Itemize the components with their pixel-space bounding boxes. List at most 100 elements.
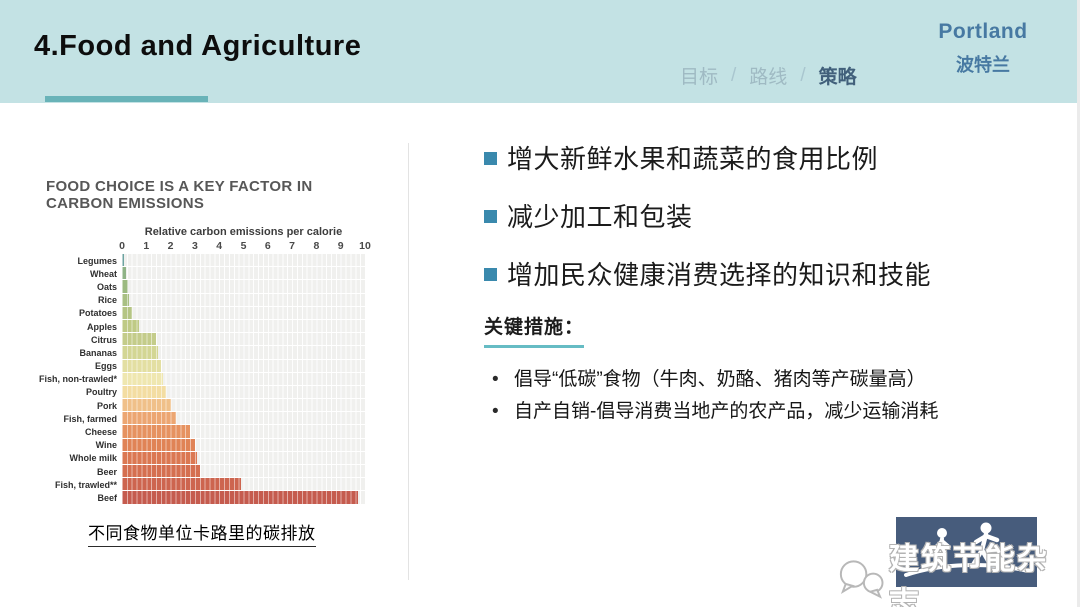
chart-row-label-text: Beef [97,492,117,503]
key-measures-list: • 倡导“低碳”食物（牛肉、奶酪、猪肉等产碳量高） • 自产自销-倡导消费当地产的农产… [492,365,962,429]
bullet-square-icon [484,268,497,281]
chart-caption: 不同食物单位卡路里的碳排放 [88,519,316,547]
chart-row: Wheat [46,267,386,281]
chart-row-label: Cheese [46,425,122,438]
chart-bar-track [122,491,365,505]
watermark-text: 建筑节能杂志 [888,543,1049,607]
bullet-dot-icon: • [492,401,499,422]
key-measure-text: 倡导“低碳”食物（牛肉、奶酪、猪肉等产碳量高） [514,369,926,390]
chart-row-label: Poultry [46,386,122,399]
chart-bar [122,425,190,438]
chart-bar [122,438,195,451]
chart-row-label-text: Oats [96,281,117,292]
chart-row-label: Wine [46,439,122,452]
chart-row-label-text: Apples [86,321,117,332]
chart-row-label-text: Bananas [79,347,117,358]
chart-row: Eggs [46,359,386,373]
chart-row: Fish, farmed [46,412,386,426]
chart-row-label: Oats [46,280,122,293]
chart-bar [122,385,166,399]
x-tick-label: 1 [143,240,150,252]
chart-row: Wine [46,438,386,452]
x-tick-label: 6 [264,240,271,252]
x-tick-label: 7 [289,240,296,252]
chart-row: Rice [46,293,386,307]
chart-row-label-text: Cheese [84,427,117,438]
chart-bar [122,451,198,464]
chart-bar-track [122,333,365,347]
title-accent-bar [45,96,208,102]
chart-row-label: Fish, trawled** [46,478,122,491]
breadcrumb-item-3[interactable]: 策略 [818,67,857,88]
chart-title: FOOD CHOICE IS A KEY FACTOR IN CARBON EM… [46,178,313,212]
chart-bar-track [122,280,365,294]
chart-bar-track [122,438,365,452]
strategy-bullet-1: 增大新鲜水果和蔬菜的食用比例 [484,143,1044,175]
breadcrumb-separator: / [731,64,737,86]
chart-row-label: Whole milk [46,452,122,465]
chart-row: Beef [46,491,386,505]
slide-title: 4.Food and Agriculture [34,30,362,62]
x-tick-label: 0 [119,240,125,252]
chart-bar [122,399,171,412]
brand-block: Portland 波特兰 [923,20,1043,77]
chart-bar-track [122,293,365,307]
chart-bar-track [122,425,365,439]
chart-bar [122,491,358,504]
x-tick-label: 2 [167,240,174,252]
strategy-bullet-text: 增加民众健康消费选择的知识和技能 [507,260,932,290]
chart-row-label: Citrus [46,333,122,346]
header-band [0,0,1077,103]
watermark: 建筑节能杂志 [834,534,1077,607]
chart-bar [122,478,242,491]
brand-name-en: Portland [938,20,1028,43]
chart-row-label: Pork [46,399,122,412]
chart-row-label-text: Fish, trawled** [54,479,117,490]
breadcrumb-item-1[interactable]: 目标 [680,67,719,88]
breadcrumb-item-2[interactable]: 路线 [749,67,788,88]
strategy-bullet-2: 减少加工和包装 [484,201,1044,233]
chart-row-label-text: Fish, farmed [63,413,117,424]
chart-row-label: Potatoes [46,307,122,320]
breadcrumb-separator: / [800,64,806,86]
chart-row: Fish, trawled** [46,478,386,492]
chart-bar [122,359,161,372]
chart-row: Pork [46,399,386,413]
vertical-divider [408,143,409,580]
chart-bar [122,267,126,280]
chart-bar-track [122,306,365,320]
chart-row: Fish, non-trawled* [39,372,386,386]
chat-bubbles-icon [839,560,884,599]
pedestrians-logo-image [896,517,1037,587]
chart-bar [122,319,139,333]
chart-row-label-text: Poultry [85,387,117,398]
key-measure-2: • 自产自销-倡导消费当地产的农产品，减少运输消耗 [492,397,962,426]
chart-bar [122,412,176,425]
chart-row-label: Eggs [46,360,122,373]
chart-row-label: Rice [46,294,122,307]
chart-x-axis-ticks: 0 1 2 3 4 5 6 7 8 9 10 [119,239,371,254]
chart-row-label-text: Citrus [90,334,117,345]
chart-bar-track [122,412,365,426]
chart-bar [122,293,130,306]
chart-row-label: Beef [46,491,122,504]
chart-row-label-text: Eggs [94,361,117,372]
bullet-square-icon [484,152,497,165]
chart-bar [122,333,156,346]
key-measures-heading: 关键措施： [484,312,585,348]
chart-row-label: Fish, farmed [46,412,122,425]
chart-row-label-text: Fish, non-trawled* [38,374,117,385]
chart-row: Oats [46,280,386,294]
chart-bar-track [122,372,365,386]
chart-bar-track [122,478,365,492]
chart-row: Citrus [46,333,386,347]
chart-row: Potatoes [46,306,386,320]
x-tick-label: 9 [337,240,344,252]
chart-axis-title: Relative carbon emissions per calorie [144,226,343,238]
chart-bar-track [122,465,365,479]
chart-row-label: Bananas [46,346,122,359]
chart-row: Bananas [46,346,386,360]
chart-row-label-text: Pork [96,400,117,411]
chart-bar-track [122,385,365,400]
chart-row-label-text: Rice [97,295,117,306]
